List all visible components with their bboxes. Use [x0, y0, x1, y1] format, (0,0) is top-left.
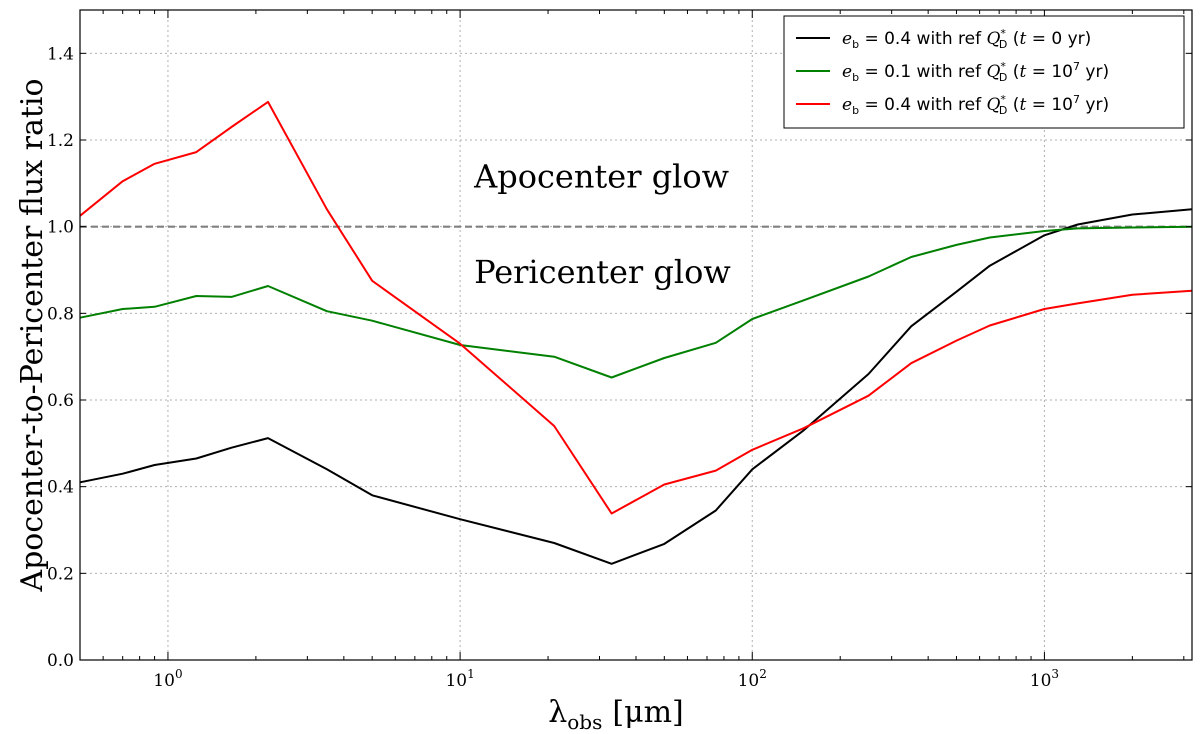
series-line-2 — [79, 225, 1193, 379]
x-tick-label: 102 — [738, 667, 767, 691]
y-axis-title: Apocenter-to-Pericenter flux ratio — [15, 78, 50, 592]
y-tick-label: 0.6 — [47, 391, 74, 411]
x-tick-label: 100 — [153, 667, 182, 691]
y-tick-label: 0.0 — [47, 651, 74, 671]
annotations: Apocenter glow Pericenter glow — [473, 158, 731, 291]
y-tick-label: 0.8 — [47, 304, 74, 324]
series-line-3 — [79, 100, 1193, 515]
legend-entry-3: eb = 0.4 with ref Q* D (t = 107 yr) — [842, 93, 1109, 117]
x-axis-title: λobs [μm] — [548, 695, 683, 734]
x-axis-title-sub: obs — [567, 710, 602, 734]
legend-entry-2: eb = 0.1 with ref Q* D (t = 107 yr) — [842, 60, 1109, 84]
y-tick-label: 1.0 — [47, 218, 74, 238]
y-tick-label: 1.4 — [47, 44, 74, 64]
x-tick-label: 101 — [445, 667, 474, 691]
y-tick-label: 1.2 — [47, 131, 74, 151]
series-line-1 — [79, 208, 1193, 565]
legend: eb = 0.4 with ref Q* D (t = 0 yr) eb = 0.1… — [783, 15, 1185, 129]
annotation-2: Pericenter glow — [474, 253, 731, 291]
y-tick-label: 0.2 — [47, 564, 74, 584]
x-axis-title-unit: [μm] — [612, 695, 683, 730]
legend-box — [783, 15, 1185, 129]
annotation-1: Apocenter glow — [473, 158, 729, 196]
series-layer — [79, 100, 1193, 565]
axis-ticks: 0.0 0.2 0.4 0.6 0.8 1.0 1.2 1.4 100 101 102 103 — [47, 10, 1192, 691]
legend-entry-1: eb = 0.4 with ref Q* D (t = 0 yr) — [842, 27, 1091, 51]
y-tick-label: 0.4 — [47, 478, 74, 498]
x-tick-label: 103 — [1030, 667, 1059, 691]
x-axis-title-main: λ — [548, 695, 567, 730]
